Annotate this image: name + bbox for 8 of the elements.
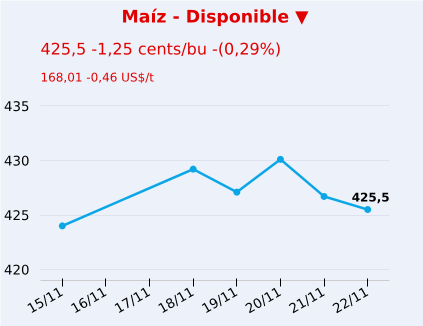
chart-title: Maíz - Disponible ▼: [122, 8, 310, 28]
y-tick-label: 420: [4, 264, 30, 279]
y-tick-label: 425: [4, 209, 30, 224]
y-tick-label: 430: [4, 154, 30, 170]
y-tick-label: 435: [4, 100, 30, 115]
annotation: 425,5: [352, 190, 390, 205]
chart-subtitle: 425,5 -1,25 cents/bu -(0,29%): [40, 40, 282, 58]
text: 168,01 -0,46 US$/t: [40, 70, 154, 84]
